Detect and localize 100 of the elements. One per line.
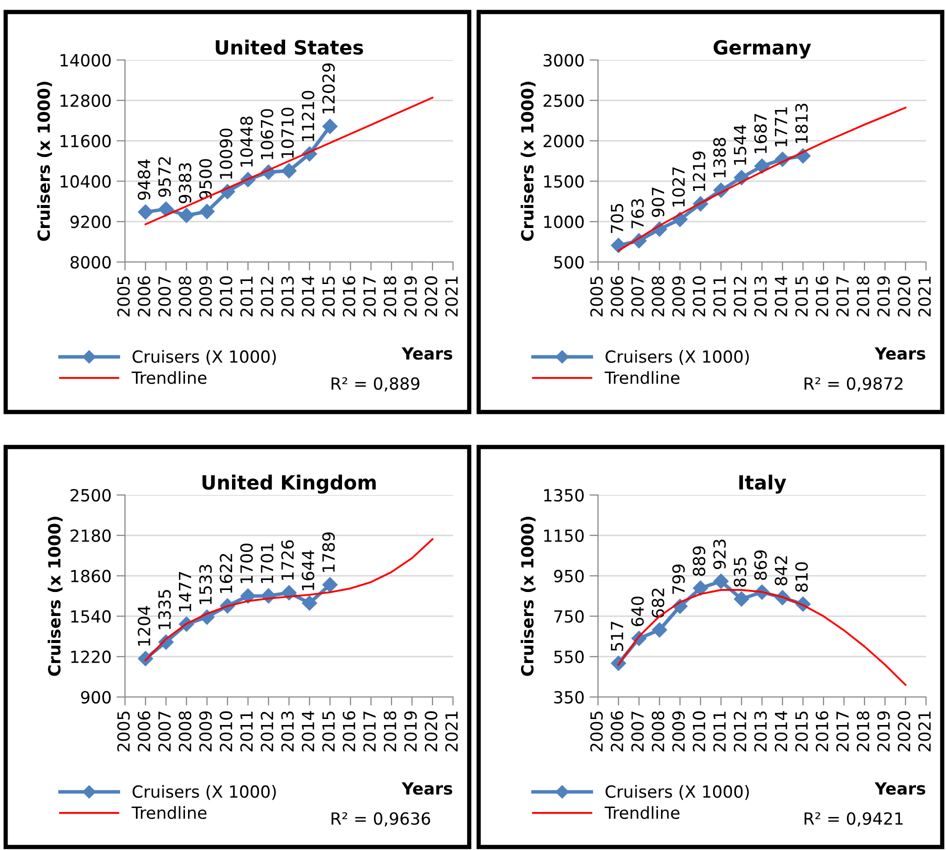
legend-label: Cruisers (X 1000) [606,785,749,800]
y-tick-label: 2500 [70,488,111,502]
x-tick-label: 2013 [754,712,767,752]
data-label: 9484 [138,159,150,200]
text: R² = 0,889 [332,377,420,392]
x-tick-label: 2010 [220,276,232,316]
data-label: 763 [631,199,644,228]
legend-label: Cruisers (X 1000) [132,350,276,365]
x-tick-label: 2012 [260,712,274,752]
x-tick-label: 2009 [199,711,212,752]
x-tick-label: 2015 [795,712,808,752]
point [713,574,729,589]
y-tick-label: 900 [81,690,111,704]
x-tick-label: 2012 [260,276,274,316]
y-tick-label: 1500 [544,175,584,188]
data-label: 1544 [734,125,746,165]
data-label: 1813 [795,104,808,143]
chart-title: Germany [714,40,811,59]
data-label: 9383 [178,163,192,204]
legend-label: Trendline [604,806,680,820]
x-tick-label: 2007 [158,276,171,316]
data-label: 923 [713,540,726,570]
data-label: 682 [652,588,664,618]
data-label: 705 [610,204,624,233]
data-label: 517 [610,622,624,651]
point [652,622,668,638]
data-label: 1219 [692,152,706,191]
y-tick-label: 1540 [71,610,111,623]
y-tick-label: 1860 [71,570,111,582]
text: R² = 0,9636 [332,812,430,827]
y-tick-label: 550 [554,650,584,664]
data-label: 10090 [220,128,232,179]
x-tick-label: 2007 [158,712,171,752]
x-tick-label: 2013 [281,712,294,752]
y-tick-label: 1150 [544,529,584,542]
x-tick-label: 2010 [220,711,232,752]
data-label: 1204 [138,606,150,646]
point [158,202,174,217]
x-tick-label: 2009 [672,711,685,752]
x-tick-label: 2016 [816,276,828,316]
data-label: 1644 [302,550,314,590]
data-label: 640 [631,596,644,626]
x-tick-label: 2005 [117,712,130,752]
x-tick-label: 2008 [652,276,664,316]
x-tick-label: 2020 [898,276,910,316]
y-tick-label: 11600 [60,134,111,148]
x-tick-label: 2015 [322,276,335,316]
x-tick-label: 2011 [240,276,253,316]
x-tick-label: 2008 [178,711,192,752]
data-label: 10670 [260,109,274,160]
point [199,204,215,220]
y-axis-title: Cruisers (x 1000) [520,82,536,241]
x-tick-label: 2012 [734,712,746,752]
data-label: 1533 [199,564,212,604]
x-tick-label: 2005 [590,712,603,752]
data-label: 9500 [199,159,212,200]
x-tick-label: 2019 [404,711,417,752]
legend-label: Trendline [132,371,206,384]
data-label: 10448 [240,116,253,167]
text: R² = 0,9421 [804,812,903,827]
x-tick-label: 2016 [342,276,356,316]
point [322,577,338,592]
x-tick-label: 2014 [302,711,314,752]
point [692,580,708,596]
legend-label: Trendline [604,371,680,384]
x-tick-label: 2013 [754,276,767,316]
point [322,118,338,134]
data-label: 9572 [158,157,171,197]
data-label: 1335 [158,590,171,630]
y-tick-label: 500 [554,256,584,269]
x-tick-label: 2017 [836,276,849,316]
y-tick-label: 12800 [60,94,111,107]
x-tick-label: 2020 [424,711,438,752]
x-axis-title: Years [874,347,926,360]
x-tick-label: 2021 [918,712,931,752]
y-tick-label: 1000 [544,216,584,228]
point [302,596,318,611]
chart-title: United States [216,40,364,55]
data-label: 1027 [672,167,685,206]
data-label: 799 [672,564,685,594]
data-label: 12029 [322,63,335,114]
text: R² = 0,9872 [804,377,902,392]
legend-label: Trendline [132,806,206,820]
y-tick-label: 350 [554,690,584,704]
x-tick-label: 2007 [631,712,644,752]
x-tick-label: 2017 [363,276,376,316]
x-tick-label: 2020 [424,276,438,316]
x-tick-label: 2008 [652,711,664,752]
x-tick-label: 2009 [672,276,685,316]
x-tick-label: 2008 [178,276,192,316]
x-tick-label: 2014 [302,276,314,316]
x-tick-label: 2009 [199,276,212,316]
x-axis-title: Years [402,782,452,795]
x-tick-label: 2012 [734,276,746,316]
point [281,163,297,178]
x-tick-label: 2013 [281,276,294,316]
data-label: 810 [795,562,808,592]
x-tick-label: 2018 [384,276,396,316]
data-label: 1701 [260,544,274,583]
x-tick-label: 2015 [795,276,808,316]
